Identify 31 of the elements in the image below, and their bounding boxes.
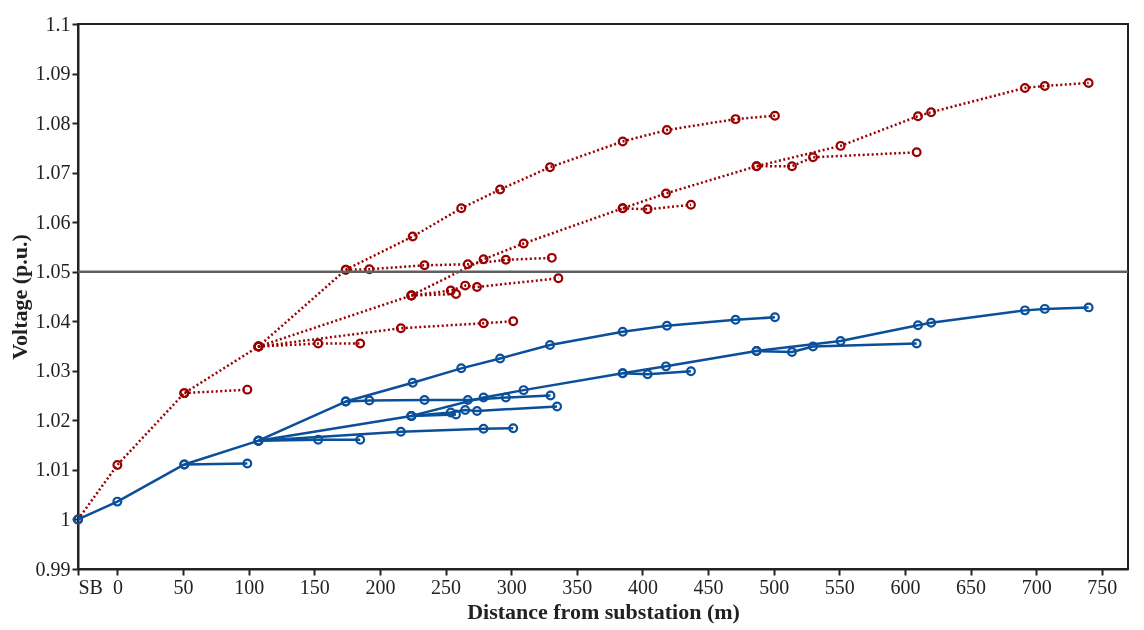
x-axis-title: Distance from substation (m)	[467, 598, 740, 624]
y-tick-label: 1.03	[35, 359, 71, 382]
y-tick-label: 1.09	[35, 62, 71, 85]
x-tick-label: 100	[234, 575, 265, 598]
y-tick-label: 1.04	[35, 309, 71, 332]
y-tick-label: 1.02	[35, 408, 71, 431]
x-tick-label: 500	[759, 575, 790, 598]
x-tick-label: 200	[365, 575, 396, 598]
x-tick-label: 350	[562, 575, 593, 598]
x-tick-label: 250	[431, 575, 461, 598]
y-tick-label: 1.05	[35, 260, 71, 283]
y-tick-label: 0.99	[35, 557, 71, 580]
x-tick-label: SB	[78, 575, 103, 598]
x-tick-label: 750	[1087, 575, 1118, 598]
x-tick-label: 700	[1021, 575, 1052, 598]
x-tick-label: 450	[693, 575, 724, 598]
y-tick-label: 1.08	[35, 111, 71, 134]
x-tick-label: 300	[496, 575, 527, 598]
x-tick-label: 400	[627, 575, 658, 598]
y-tick-label: 1	[60, 507, 71, 530]
y-tick-label: 1.07	[35, 161, 71, 184]
x-tick-label: 0	[112, 575, 123, 598]
x-tick-label: 650	[956, 575, 986, 598]
x-tick-label: 150	[299, 575, 330, 598]
x-tick-label: 550	[824, 575, 855, 598]
y-tick-label: 1.01	[35, 458, 71, 481]
x-tick-label: 600	[890, 575, 921, 598]
y-tick-label: 1.06	[35, 210, 71, 233]
y-axis-title: Voltage (p.u.)	[6, 234, 32, 360]
y-tick-label: 1.1	[45, 12, 71, 35]
x-tick-label: 50	[173, 575, 194, 598]
